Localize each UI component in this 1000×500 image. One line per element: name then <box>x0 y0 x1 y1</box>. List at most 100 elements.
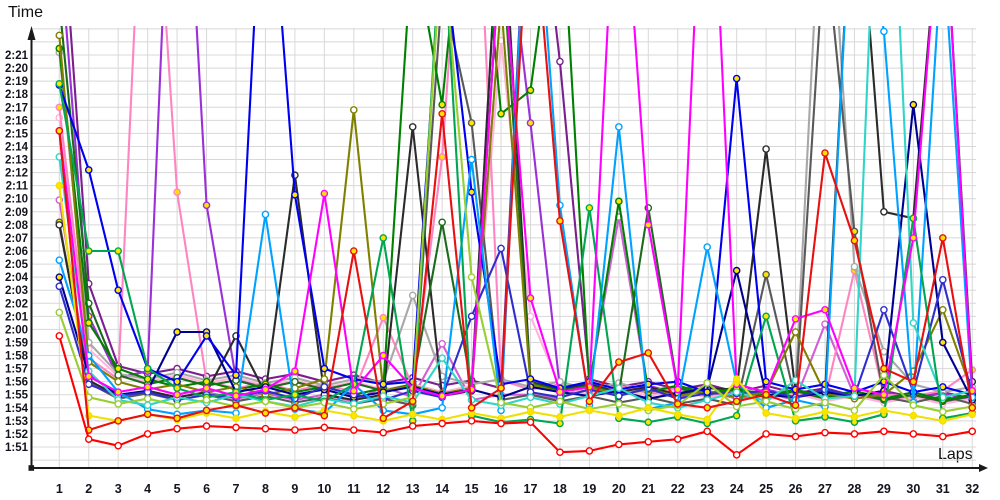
data-point-series-orchid-lap27[interactable] <box>821 320 829 328</box>
data-point-series-red-1-lap4[interactable] <box>143 430 152 438</box>
data-point-series-turquoise-lap17[interactable] <box>526 393 535 402</box>
data-point-series-blue-lap7[interactable] <box>232 371 240 379</box>
data-point-series-darkgreen-lap14[interactable] <box>438 100 446 109</box>
data-point-series-yellowgreen-lap5[interactable] <box>173 401 181 409</box>
data-point-series-navy-lap24[interactable] <box>732 266 741 275</box>
data-point-series-red-2-lap24[interactable] <box>732 397 741 406</box>
data-point-series-darkgreen-lap16[interactable] <box>497 110 505 118</box>
data-point-series-yellow-lap1[interactable] <box>55 181 64 190</box>
data-point-series-magenta-lap3[interactable] <box>114 388 122 396</box>
data-point-series-red-2-lap7[interactable] <box>232 401 240 409</box>
data-point-series-yellow-lap23[interactable] <box>703 415 712 424</box>
data-point-series-magenta-lap8[interactable] <box>261 385 270 394</box>
data-point-series-red-2-lap13[interactable] <box>408 397 417 406</box>
data-point-series-red-2-lap14[interactable] <box>438 110 446 118</box>
data-point-series-red-2-lap1[interactable] <box>55 126 64 135</box>
data-point-series-red-1-lap9[interactable] <box>291 426 299 434</box>
data-point-series-turquoise-lap23[interactable] <box>703 396 712 404</box>
data-point-series-pink-lap14[interactable] <box>438 153 446 161</box>
data-point-series-yellow-lap31[interactable] <box>939 417 947 425</box>
data-point-series-red-2-lap32[interactable] <box>968 404 976 412</box>
data-point-series-yellowgreen-lap8[interactable] <box>261 397 270 406</box>
data-point-series-magenta-lap30[interactable] <box>909 234 918 242</box>
data-point-series-red-1-lap1[interactable] <box>55 332 64 340</box>
data-point-series-magenta-lap11[interactable] <box>349 387 358 395</box>
data-point-series-red-1-lap31[interactable] <box>939 432 947 441</box>
data-point-series-yellowgreen-lap4[interactable] <box>143 394 152 403</box>
data-point-series-violet-lap6[interactable] <box>202 201 211 210</box>
data-point-series-green-lap1[interactable] <box>55 79 64 88</box>
data-point-series-magenta-lap9[interactable] <box>291 367 299 376</box>
data-point-series-magenta-lap18[interactable] <box>556 388 564 396</box>
data-point-series-olive-lap31[interactable] <box>939 306 947 314</box>
data-point-series-magenta-lap10[interactable] <box>320 189 329 198</box>
data-point-series-red-1-lap2[interactable] <box>84 435 93 443</box>
data-point-series-yellow-lap30[interactable] <box>909 411 918 420</box>
data-point-series-red-1-lap12[interactable] <box>379 428 388 437</box>
data-point-series-blue-lap3[interactable] <box>114 286 122 295</box>
data-point-series-magenta-lap4[interactable] <box>143 383 152 391</box>
data-point-series-red-1-lap11[interactable] <box>349 426 358 434</box>
data-point-series-yellowgreen-lap20[interactable] <box>615 400 623 408</box>
data-point-series-darkgray-lap15[interactable] <box>467 119 476 127</box>
data-point-series-red-1-lap7[interactable] <box>232 423 240 432</box>
data-point-series-magenta-lap17[interactable] <box>526 294 535 302</box>
data-point-series-red-2-lap27[interactable] <box>821 149 829 157</box>
data-point-series-yellow-lap11[interactable] <box>349 411 358 420</box>
data-point-series-deepsky-lap14[interactable] <box>438 404 446 412</box>
data-point-series-mediumblue-lap2[interactable] <box>84 380 93 389</box>
data-point-series-red-1-lap16[interactable] <box>497 419 505 428</box>
data-point-series-red-1-lap15[interactable] <box>467 417 476 425</box>
data-point-series-gray-lap28[interactable] <box>850 262 859 271</box>
data-point-series-mediumblue-lap31[interactable] <box>939 275 947 284</box>
data-point-series-darkgreen-lap20[interactable] <box>615 197 623 206</box>
data-point-series-blue-lap17[interactable] <box>526 375 535 383</box>
data-point-series-yellowgreen-lap30[interactable] <box>909 401 918 409</box>
data-point-series-turquoise-lap4[interactable] <box>143 401 152 409</box>
data-point-series-red-2-lap16[interactable] <box>497 384 505 393</box>
data-point-series-yellowgreen-lap23[interactable] <box>703 379 712 387</box>
data-point-series-green-lap3[interactable] <box>114 247 122 255</box>
data-point-series-red-1-lap26[interactable] <box>791 432 800 441</box>
data-point-series-gray-lap13[interactable] <box>408 291 417 300</box>
data-point-series-red-1-lap20[interactable] <box>615 440 623 449</box>
data-point-series-blue-lap23[interactable] <box>703 388 712 396</box>
data-point-series-red-2-lap4[interactable] <box>143 410 152 419</box>
data-point-series-magenta-lap21[interactable] <box>644 221 653 229</box>
data-point-series-yellow-lap25[interactable] <box>762 409 770 417</box>
data-point-series-olive-lap3[interactable] <box>114 377 122 386</box>
data-point-series-olive-lap1[interactable] <box>55 31 64 40</box>
data-point-series-yellowgreen-lap6[interactable] <box>202 396 211 404</box>
data-point-series-red-2-lap23[interactable] <box>703 404 712 412</box>
data-point-series-olive-lap26[interactable] <box>791 328 800 336</box>
data-point-series-yellow-lap9[interactable] <box>291 413 299 421</box>
data-point-series-yellow-lap20[interactable] <box>615 411 623 420</box>
data-point-series-red-1-lap13[interactable] <box>408 422 417 430</box>
data-point-series-green-lap21[interactable] <box>644 418 653 426</box>
data-point-series-deepsky-lap23[interactable] <box>703 243 712 251</box>
data-point-series-magenta-lap26[interactable] <box>791 315 800 323</box>
data-point-series-turquoise-lap20[interactable] <box>615 384 623 393</box>
data-point-series-forest-lap9[interactable] <box>291 377 299 386</box>
data-point-series-red-1-lap22[interactable] <box>673 435 682 443</box>
data-point-series-red-2-lap19[interactable] <box>585 397 594 406</box>
data-point-series-red-2-lap5[interactable] <box>173 414 181 423</box>
data-point-series-red-1-lap27[interactable] <box>821 428 829 437</box>
data-point-series-lightpink-lap17[interactable] <box>526 312 535 321</box>
data-point-series-mediumblue-lap16[interactable] <box>497 244 505 253</box>
data-point-series-orchid-lap14[interactable] <box>438 339 446 348</box>
data-point-series-green-lap2[interactable] <box>84 247 93 255</box>
data-point-series-red-1-lap21[interactable] <box>644 437 653 446</box>
data-point-series-blue-lap24[interactable] <box>732 74 741 83</box>
data-point-series-red-2-lap26[interactable] <box>791 401 800 409</box>
data-point-series-deepsky-lap8[interactable] <box>261 210 270 219</box>
data-point-series-blue-lap12[interactable] <box>379 380 388 389</box>
data-point-series-forest-lap3[interactable] <box>114 371 122 379</box>
data-point-series-navy-lap1[interactable] <box>55 273 64 281</box>
data-point-series-yellow-lap32[interactable] <box>968 410 976 419</box>
data-point-series-yellow-lap28[interactable] <box>850 413 859 421</box>
data-point-series-red-1-lap19[interactable] <box>585 447 594 455</box>
data-point-series-turquoise-lap28[interactable] <box>850 392 859 400</box>
data-point-series-olive-lap11[interactable] <box>349 106 358 114</box>
data-point-series-red-1-lap30[interactable] <box>909 430 918 438</box>
